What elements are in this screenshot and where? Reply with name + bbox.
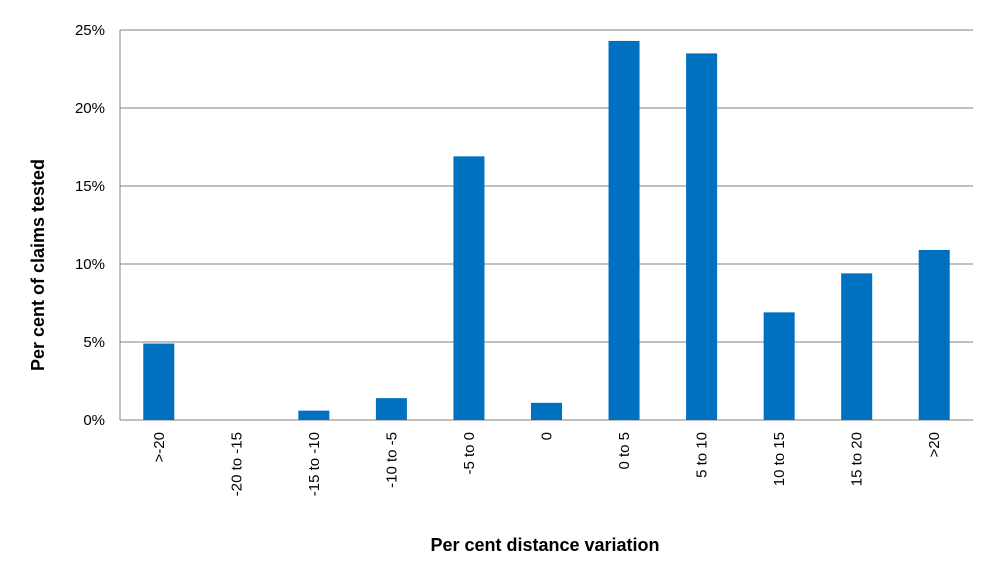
x-tick-labels: >-20 -20 to -15 -15 to -10 -10 to -5 -5 to 0… (151, 432, 943, 496)
y-axis-title: Per cent of claims tested (28, 159, 48, 371)
bar (143, 343, 175, 420)
x-tick-label: 0 (539, 432, 556, 440)
bar (841, 273, 873, 420)
x-tick-label: 15 to 20 (849, 432, 866, 486)
bar (686, 53, 718, 421)
bar (375, 398, 407, 420)
y-tick-label: 0% (83, 412, 105, 429)
x-tick-label: -5 to 0 (461, 432, 478, 475)
y-tick-label: 15% (75, 178, 105, 195)
x-tick-label: 10 to 15 (771, 432, 788, 486)
gridlines (119, 29, 973, 421)
x-axis-title: Per cent distance variation (430, 535, 659, 555)
bar (918, 249, 950, 420)
x-tick-label: 0 to 5 (616, 432, 633, 470)
y-tick-label: 10% (75, 256, 105, 273)
y-tick-label: 20% (75, 100, 105, 117)
y-tick-label: 5% (83, 334, 105, 351)
x-tick-label: >-20 (151, 432, 168, 462)
y-tick-label: 25% (75, 22, 105, 39)
bar (453, 156, 485, 421)
bar (530, 402, 563, 420)
x-tick-label: >20 (926, 432, 943, 457)
x-tick-label: -15 to -10 (306, 432, 323, 496)
y-tick-labels: 0% 5% 10% 15% 20% 25% (75, 22, 105, 429)
bar (763, 312, 795, 420)
x-tick-label: -10 to -5 (383, 432, 400, 488)
bars (143, 40, 950, 421)
bar (608, 40, 640, 421)
bar (298, 410, 330, 420)
x-tick-label: 5 to 10 (694, 432, 711, 478)
x-tick-label: -20 to -15 (228, 432, 245, 496)
